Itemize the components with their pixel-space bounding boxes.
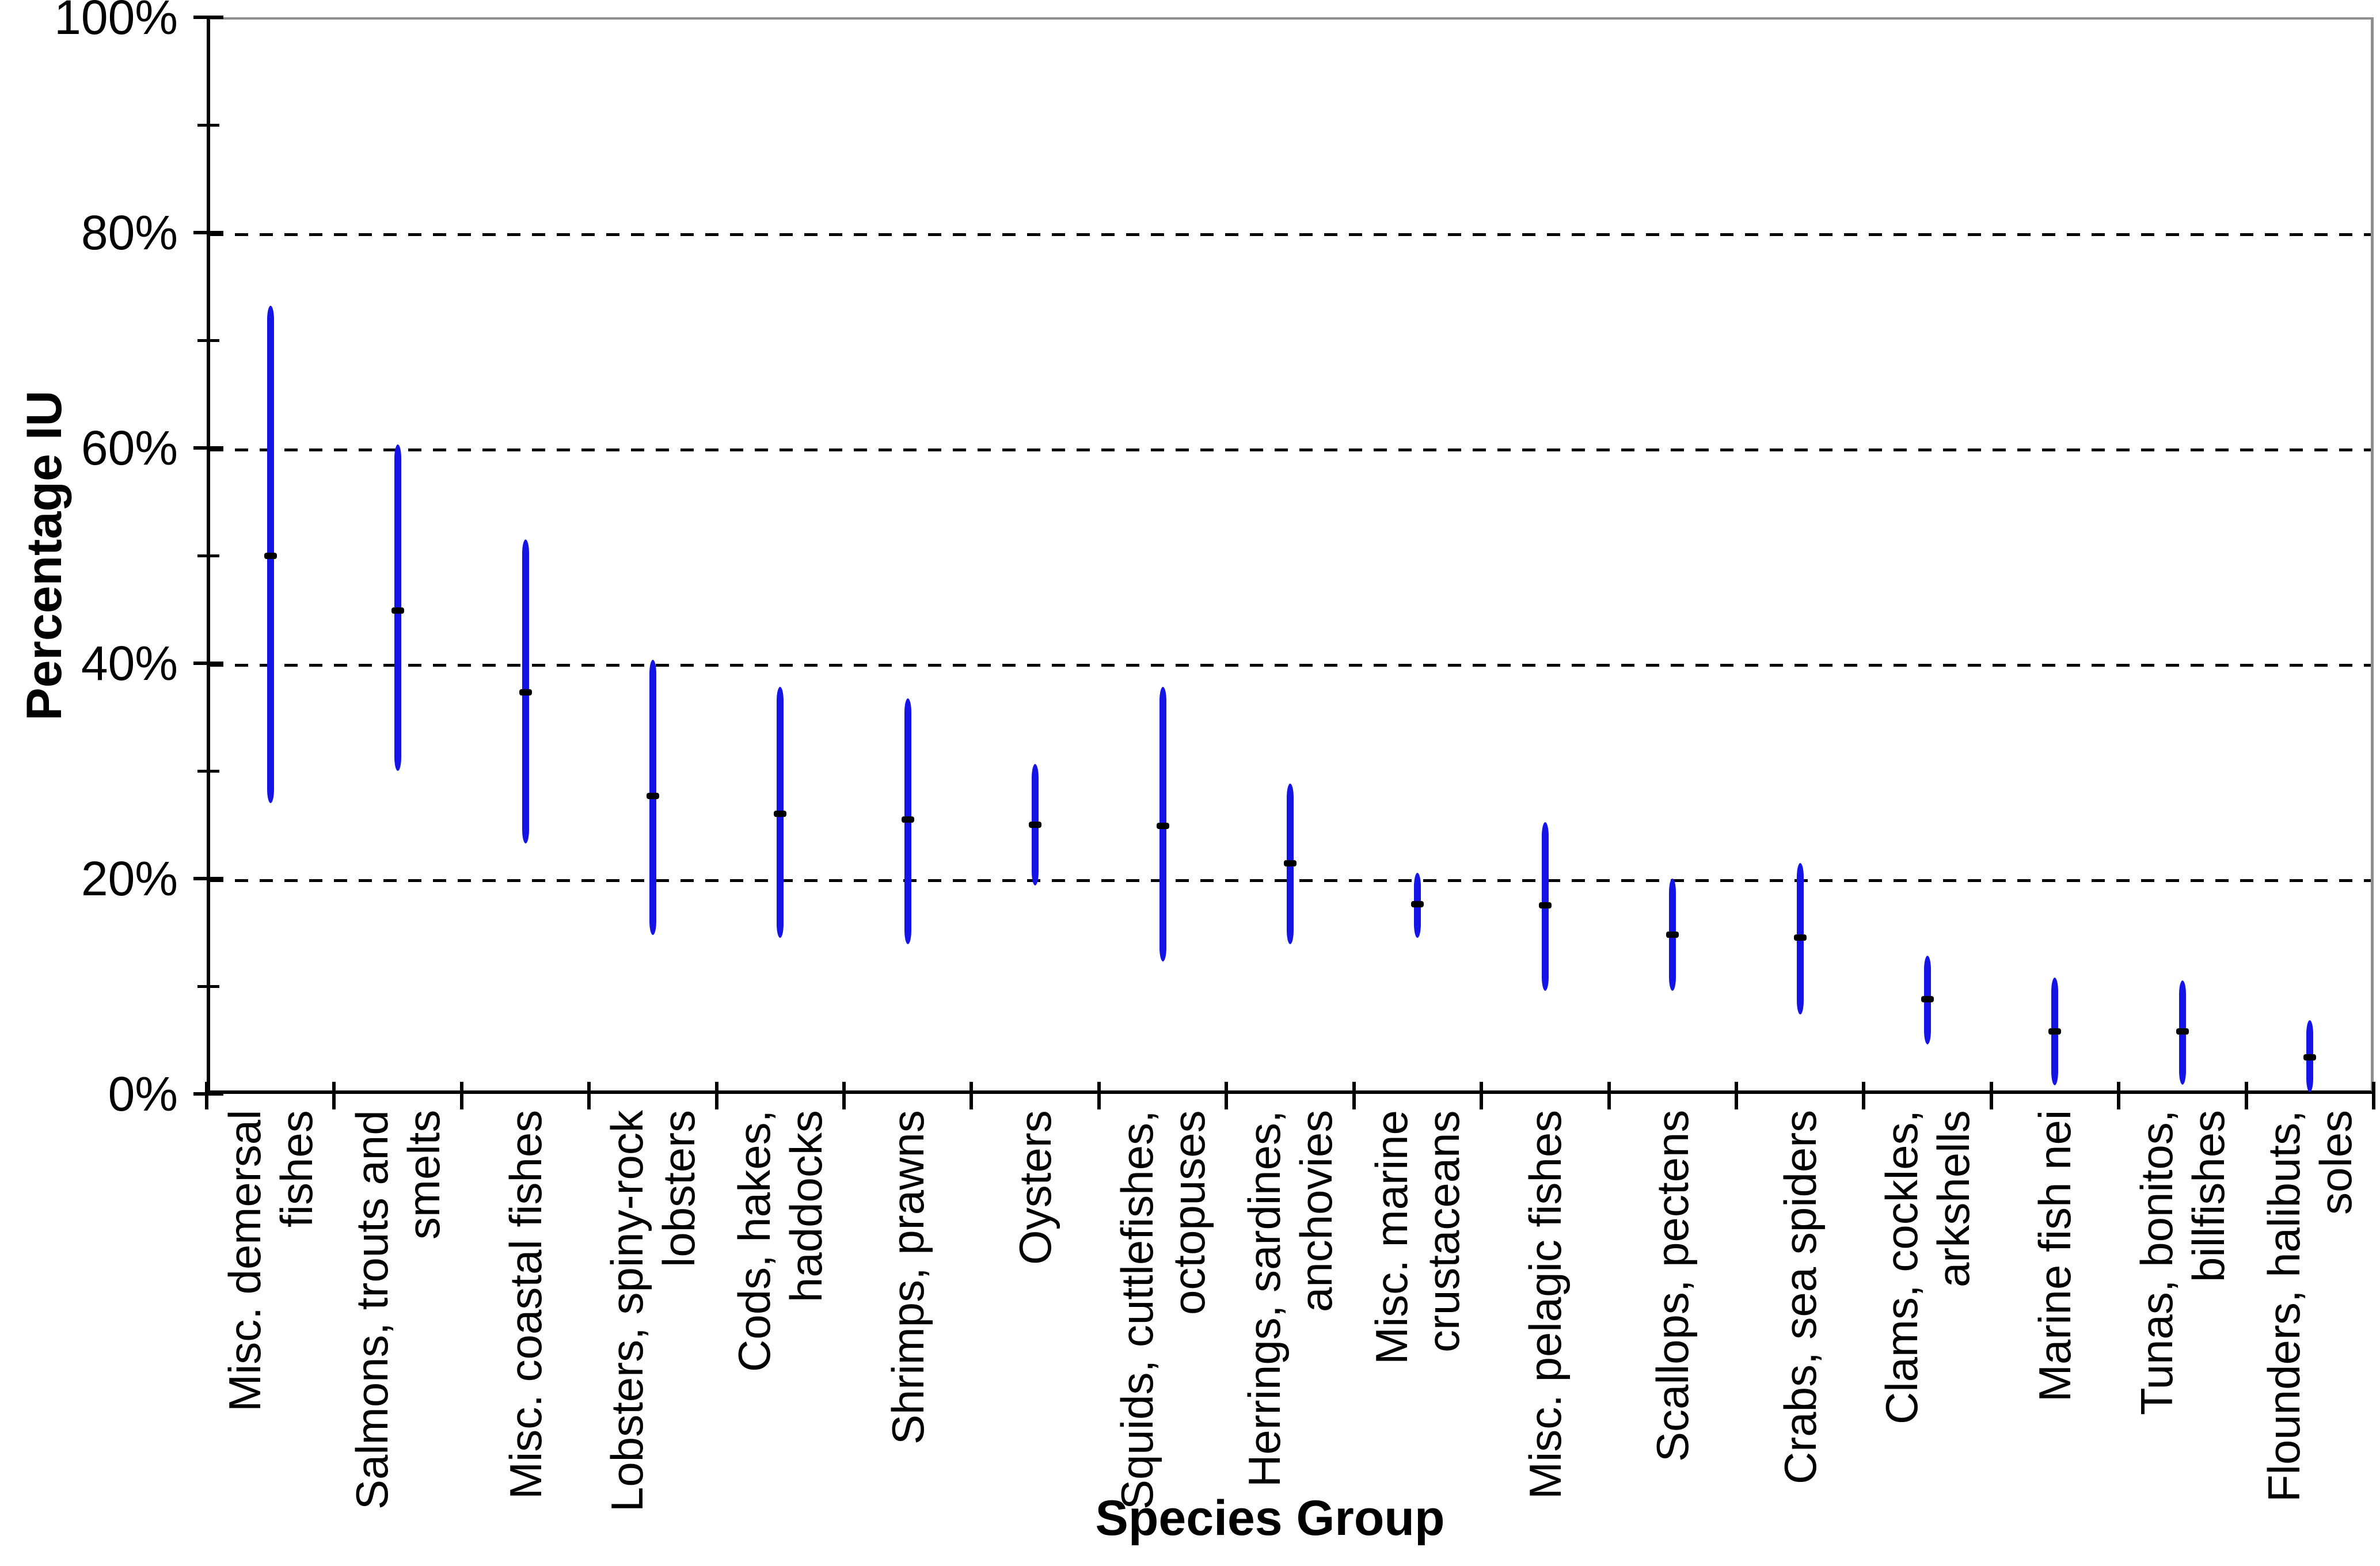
x-category-label: Flounders, halibuts, soles [2259,1110,2362,1502]
x-category-label: Misc. demersal fishes [219,1110,322,1412]
mid-value-marker [774,811,787,818]
y-tick-80 [193,231,223,234]
mid-value-marker [519,689,532,695]
mid-value-marker [1029,822,1042,828]
x-category-label: Herrings, sardines, anchovies [1239,1110,1341,1487]
x-category-label: Misc. marine crustaceans [1366,1110,1469,1365]
y-tick-60 [193,446,223,450]
y-tick-label-80: 80% [81,206,178,260]
x-tick-12 [1734,1082,1738,1109]
x-category-label: Misc. pelagic fishes [1519,1110,1571,1500]
x-tick-11 [1607,1082,1611,1109]
y-tick-0 [193,1092,223,1096]
x-category-label: Crabs, sea spiders [1774,1110,1826,1485]
x-tick-2 [459,1082,463,1109]
x-tick-5 [842,1082,846,1109]
x-category-label: Salmons, trouts and smelts [347,1110,450,1510]
x-tick-3 [587,1082,591,1109]
gridline-60 [210,448,2371,451]
x-category-label: Cods, hakes, haddocks [729,1110,832,1373]
y-tick-label-40: 40% [81,636,178,690]
x-tick-17 [2372,1082,2375,1109]
x-category-label: Squids, cuttlefishes, octopuses [1111,1110,1214,1510]
y-tick-20 [193,877,223,880]
y-minor-tick-70 [197,339,219,342]
y-minor-tick-30 [197,769,219,773]
mid-value-marker [2048,1028,2062,1035]
x-tick-8 [1225,1082,1229,1109]
x-tick-4 [714,1082,718,1109]
y-tick-label-60: 60% [81,421,178,475]
x-category-label: Tunas, bonitos, billfishes [2131,1110,2234,1416]
x-axis-title: Species Group [1095,1491,1445,1546]
x-tick-9 [1352,1082,1356,1109]
x-category-label: Oysters [1010,1110,1061,1265]
x-tick-0 [205,1082,208,1109]
gridline-80 [210,233,2371,236]
mid-value-marker [264,552,277,559]
y-minor-tick-90 [197,123,219,127]
mid-value-marker [1921,995,1934,1002]
mid-value-marker [901,816,914,823]
x-category-label: Shrimps, prawns [882,1110,933,1445]
x-tick-14 [1989,1082,1993,1109]
mid-value-marker [1538,902,1552,909]
x-category-label: Scallops, pectens [1647,1110,1698,1462]
mid-value-marker [2176,1028,2189,1035]
x-tick-6 [970,1082,974,1109]
y-minor-tick-50 [197,554,219,557]
mid-value-marker [646,792,659,799]
x-category-label: Misc. coastal fishes [500,1110,551,1500]
y-tick-label-0: 0% [108,1067,178,1121]
mid-value-marker [1284,860,1297,867]
x-tick-7 [1097,1082,1101,1109]
x-tick-13 [1862,1082,1866,1109]
x-tick-10 [1480,1082,1484,1109]
mid-value-marker [1156,822,1169,829]
mid-value-marker [391,607,405,614]
x-tick-16 [2244,1082,2248,1109]
y-tick-label-100: 100% [54,0,178,44]
x-category-label: Clams, cockles, arkshells [1876,1110,1979,1425]
mid-value-marker [2303,1054,2317,1061]
mid-value-marker [1411,901,1424,908]
y-tick-label-20: 20% [81,852,178,906]
x-tick-1 [332,1082,336,1109]
y-tick-100 [193,16,223,19]
x-category-label: Lobsters, spiny-rock lobsters [601,1110,704,1512]
mid-value-marker [1666,931,1679,938]
gridline-40 [210,664,2371,667]
mid-value-marker [1793,934,1807,941]
y-tick-40 [193,662,223,665]
y-minor-tick-10 [197,985,219,988]
x-tick-15 [2117,1082,2121,1109]
x-category-label: Marine fish nei [2029,1110,2081,1402]
